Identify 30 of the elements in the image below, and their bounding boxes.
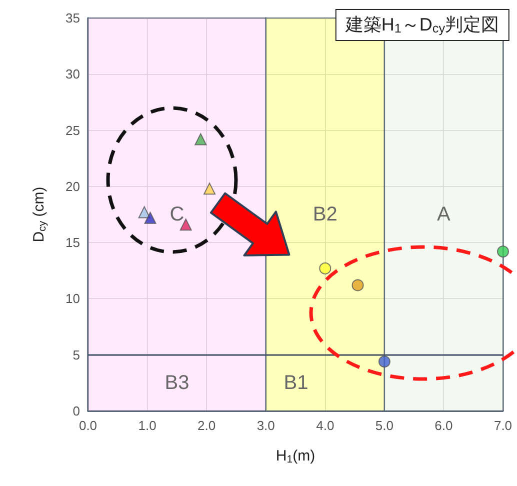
point [144, 212, 156, 224]
y-tick-label: 20 [66, 178, 80, 194]
point [497, 246, 509, 258]
x-tick-label: 6.0 [434, 418, 453, 433]
y-tick-label: 10 [66, 291, 80, 306]
y-axis-title: Dcy (cm) [30, 186, 48, 242]
point [138, 206, 150, 218]
x-tick-label: 4.0 [316, 418, 334, 433]
y-tick-label: 35 [66, 10, 80, 26]
annotation: B1 [284, 372, 308, 394]
y-tick-label: 0 [72, 404, 80, 418]
y-tick-label: 25 [66, 122, 80, 138]
y-tick-label: 5 [72, 347, 80, 362]
x-tick-label: 7.0 [494, 418, 512, 433]
annotation: B3 [164, 372, 190, 394]
point [378, 356, 390, 368]
y-tick-label: 15 [66, 235, 80, 250]
point [204, 182, 216, 195]
point [194, 133, 207, 146]
point [352, 279, 364, 292]
band-label: B2 [312, 204, 338, 226]
x-tick-label: 1.0 [138, 418, 156, 433]
x-tick-label: 5.0 [375, 418, 394, 433]
x-tick-label: 2.0 [198, 418, 216, 433]
point [319, 262, 332, 274]
x-tick-label: 3.0 [256, 418, 275, 433]
y-tick-label: 30 [66, 66, 80, 82]
band-label: A [437, 204, 452, 226]
x-tick-label: 0.0 [78, 418, 98, 433]
band-label: C [170, 204, 184, 226]
